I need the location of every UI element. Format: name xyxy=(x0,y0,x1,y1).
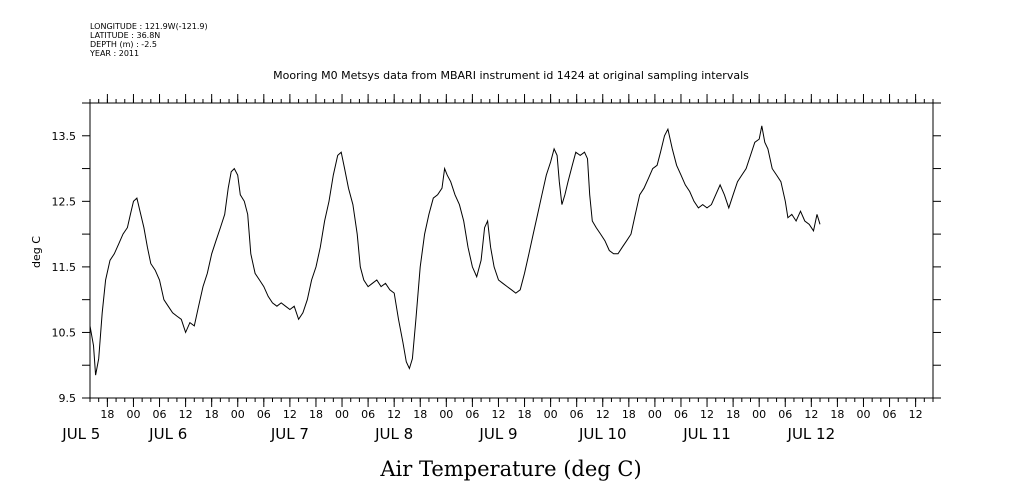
x-tick-label: 00 xyxy=(335,408,349,421)
x-date-label: JUL 6 xyxy=(148,425,187,443)
x-tick-label: 12 xyxy=(179,408,193,421)
y-tick-label: 11.5 xyxy=(52,261,77,274)
x-date-label: JUL 9 xyxy=(478,425,517,443)
depth-text: DEPTH (m) : -2.5 xyxy=(90,40,157,49)
x-date-label: JUL 10 xyxy=(578,425,627,443)
x-tick-label: 18 xyxy=(726,408,740,421)
plot-frame xyxy=(89,102,934,399)
x-tick-label: 06 xyxy=(883,408,897,421)
x-date-label: JUL 7 xyxy=(270,425,309,443)
x-tick-label: 06 xyxy=(674,408,688,421)
x-tick-label: 18 xyxy=(622,408,636,421)
longitude-text: LONGITUDE : 121.9W(-121.9) xyxy=(90,22,208,31)
x-axis-label: Air Temperature (deg C) xyxy=(379,457,641,481)
x-tick-label: 18 xyxy=(309,408,323,421)
y-axis: 9.5 10.5 11.5 12.5 13.5 xyxy=(52,102,941,405)
x-tick-label: 06 xyxy=(570,408,584,421)
x-tick-label: 00 xyxy=(752,408,766,421)
series-group xyxy=(89,125,821,376)
x-date-label: JUL 11 xyxy=(682,425,731,443)
y-tick-label: 12.5 xyxy=(52,195,77,208)
x-tick-label: 00 xyxy=(856,408,870,421)
metadata-block: LONGITUDE : 121.9W(-121.9) LATITUDE : 36… xyxy=(90,22,208,58)
x-date-label: JUL 5 xyxy=(61,425,100,443)
x-tick-label: 12 xyxy=(491,408,505,421)
y-axis-label: deg C xyxy=(30,236,43,268)
chart-title: Mooring M0 Metsys data from MBARI instru… xyxy=(273,69,749,82)
year-text: YEAR : 2011 xyxy=(90,49,140,58)
x-tick-label: 12 xyxy=(700,408,714,421)
x-tick-label: 12 xyxy=(387,408,401,421)
x-tick-label: 12 xyxy=(909,408,923,421)
x-tick-label: 12 xyxy=(283,408,297,421)
x-axis: 18 00 06 12 18 00 06 12 18 00 06 12 18 00 06 12 18 00 06 12… xyxy=(61,94,923,443)
x-tick-label: 12 xyxy=(596,408,610,421)
x-tick-label: 06 xyxy=(257,408,271,421)
x-tick-label: 00 xyxy=(231,408,245,421)
x-tick-label: 18 xyxy=(413,408,427,421)
x-tick-label: 18 xyxy=(100,408,114,421)
x-tick-label: 06 xyxy=(361,408,375,421)
x-tick-label: 00 xyxy=(648,408,662,421)
x-tick-label: 12 xyxy=(804,408,818,421)
latitude-text: LATITUDE : 36.8N xyxy=(90,31,161,40)
x-tick-label: 18 xyxy=(205,408,219,421)
x-tick-label: 06 xyxy=(465,408,479,421)
x-tick-label: 06 xyxy=(778,408,792,421)
y-tick-label: 9.5 xyxy=(59,392,77,405)
x-tick-label: 18 xyxy=(830,408,844,421)
y-tick-label: 13.5 xyxy=(52,130,77,143)
x-tick-label: 00 xyxy=(439,408,453,421)
x-tick-label: 18 xyxy=(518,408,532,421)
minor-ticks xyxy=(89,99,934,402)
x-tick-label: 06 xyxy=(153,408,167,421)
series-line xyxy=(89,125,821,376)
y-tick-label: 10.5 xyxy=(52,326,77,339)
x-date-label: JUL 8 xyxy=(374,425,413,443)
x-date-label: JUL 12 xyxy=(787,425,836,443)
x-tick-label: 00 xyxy=(544,408,558,421)
x-tick-label: 00 xyxy=(126,408,140,421)
